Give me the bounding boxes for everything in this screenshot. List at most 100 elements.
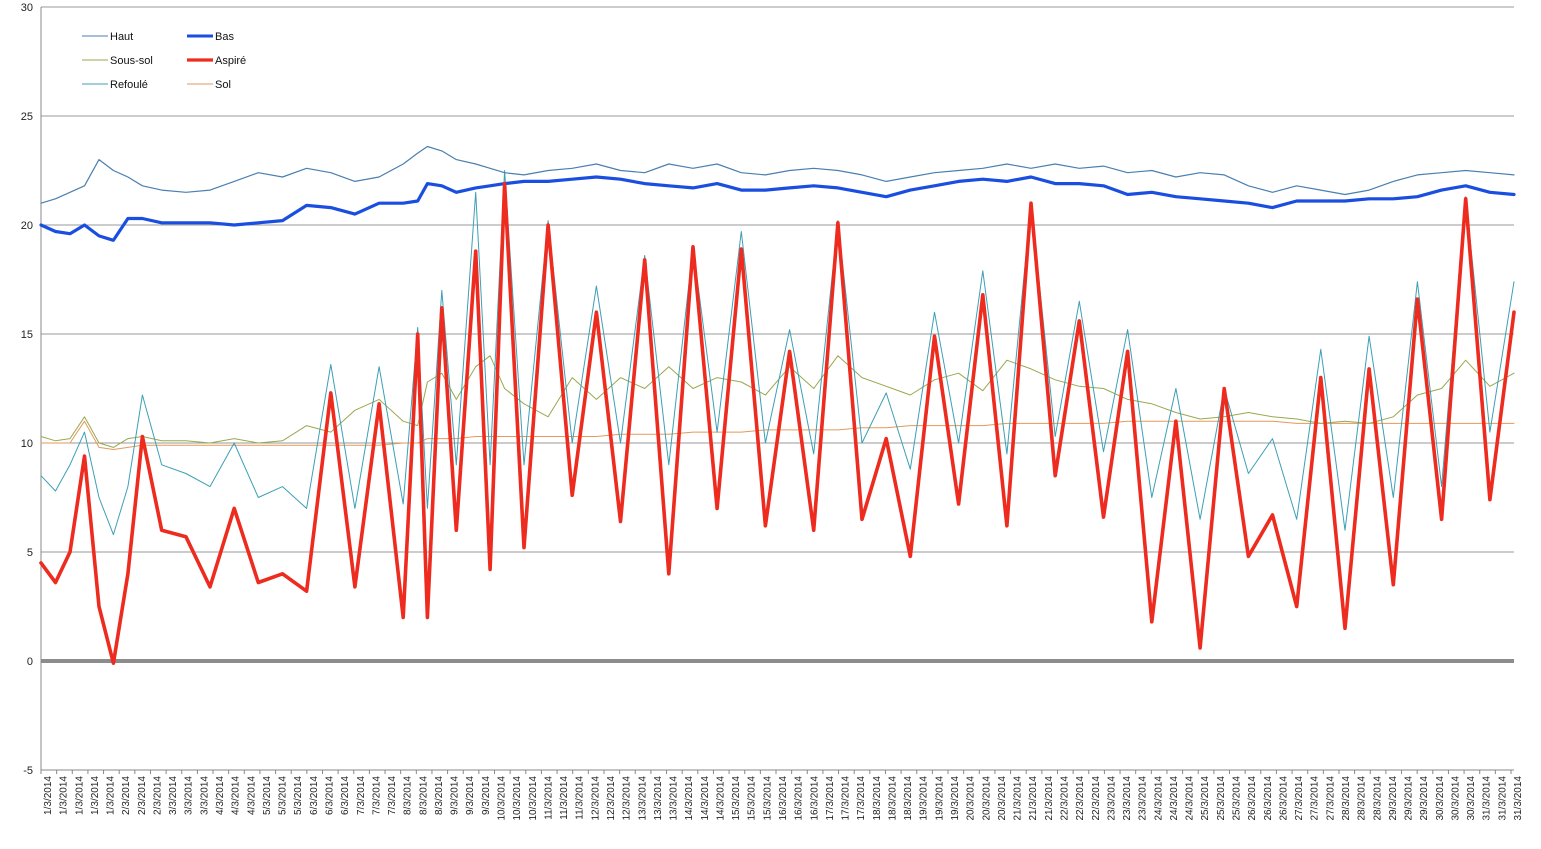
x-tick-label: 11/3/2014 [559,776,570,820]
x-tick-label: 7/3/2014 [371,776,382,815]
x-tick-label: 12/3/2014 [606,776,617,821]
legend-label: Sol [215,79,231,91]
legend: Haut Bas Sous-sol Aspiré Refoulé Sol [82,31,246,91]
x-tick-label: 12/3/2014 [622,776,633,821]
x-tick-label: 4/3/2014 [215,776,226,815]
x-tick-label: 18/3/2014 [903,776,914,821]
x-tick-label: 9/3/2014 [465,776,476,815]
x-tick-label: 17/3/2014 [856,776,867,821]
series-line-bas [39,175,1516,242]
x-tick-label: 27/3/2014 [1310,776,1321,821]
x-tick-label: 8/3/2014 [418,776,429,815]
x-tick-label: 22/3/2014 [1075,776,1086,821]
x-tick-label: 20/3/2014 [997,776,1008,821]
x-tick-label: 1/3/2014 [74,776,85,815]
x-tick-label: 7/3/2014 [387,776,398,815]
x-tick-label: 8/3/2014 [403,776,414,815]
x-tick-label: 7/3/2014 [356,776,367,815]
x-tick-label: 25/3/2014 [1232,776,1243,821]
x-tick-label: 26/3/2014 [1263,776,1274,821]
x-tick-label: 15/3/2014 [731,776,742,821]
x-tick-label: 26/3/2014 [1278,776,1289,821]
x-tick-label: 29/3/2014 [1388,776,1399,821]
x-tick-label: 29/3/2014 [1419,776,1430,821]
x-tick-label: 23/3/2014 [1106,776,1117,821]
x-tick-label: 30/3/2014 [1435,776,1446,821]
x-tick-label: 16/3/2014 [794,776,805,821]
x-tick-label: 10/3/2014 [512,776,523,821]
x-tick-label: 27/3/2014 [1325,776,1336,821]
x-tick-label: 5/3/2014 [262,776,273,815]
x-tick-label: 14/3/2014 [715,776,726,821]
x-tick-label: 31/3/2014 [1482,776,1493,821]
grid-lines [41,6,1514,771]
y-tick-label: 0 [27,656,33,668]
x-tick-label: 21/3/2014 [1013,776,1024,821]
x-tick-label: 1/3/2014 [90,776,101,815]
y-tick-labels: -5 0 5 10 15 20 25 30 [21,2,33,777]
x-tick-label: 28/3/2014 [1372,776,1383,821]
x-tick-label: 22/3/2014 [1091,776,1102,821]
legend-label: Bas [215,31,234,43]
x-tick-label: 31/3/2014 [1513,776,1524,821]
legend-label: Aspiré [215,55,246,67]
x-tick-label: 8/3/2014 [434,776,445,815]
x-tick-label: 22/3/2014 [1059,776,1070,821]
y-tick-label: 15 [21,329,33,341]
x-tick-label: 24/3/2014 [1169,776,1180,821]
y-tick-label: 25 [21,111,33,123]
y-tick-label: 20 [21,220,33,232]
x-tick-label: 17/3/2014 [825,776,836,821]
x-tick-label: 18/3/2014 [887,776,898,821]
x-tick-label: 19/3/2014 [950,776,961,821]
x-tick-label: 15/3/2014 [747,776,758,821]
x-tick-label: 2/3/2014 [121,776,132,815]
x-tick-label: 6/3/2014 [340,776,351,815]
x-tick-label: 20/3/2014 [981,776,992,821]
x-tick-label: 10/3/2014 [528,776,539,821]
series-line-refoul- [40,170,1515,536]
x-tick-label: 13/3/2014 [653,776,664,821]
x-tick-label: 25/3/2014 [1200,776,1211,821]
x-tick-label: 21/3/2014 [1044,776,1055,821]
y-tick-label: -5 [23,765,33,777]
series-line-sol [40,420,1515,450]
x-tick-label: 14/3/2014 [700,776,711,821]
x-tick-label: 29/3/2014 [1404,776,1415,821]
x-tick-label: 4/3/2014 [231,776,242,815]
x-tick-label: 18/3/2014 [872,776,883,821]
x-tick-label: 3/3/2014 [199,776,210,815]
x-tick-label: 9/3/2014 [481,776,492,815]
x-tick-label: 3/3/2014 [184,776,195,815]
x-tick-label: 16/3/2014 [778,776,789,821]
x-tick-label: 13/3/2014 [637,776,648,821]
x-tick-label: 23/3/2014 [1138,776,1149,821]
x-tick-label: 13/3/2014 [669,776,680,821]
y-tick-label: 5 [27,547,33,559]
x-tick-label: 25/3/2014 [1216,776,1227,821]
x-tick-label: 1/3/2014 [43,776,54,815]
x-tick-label: 14/3/2014 [684,776,695,821]
x-tick-label: 19/3/2014 [934,776,945,821]
y-tick-label: 30 [21,2,33,14]
x-tick-label: 6/3/2014 [324,776,335,815]
x-tick-label: 6/3/2014 [309,776,320,815]
axes [40,7,1514,771]
x-tick-label: 27/3/2014 [1294,776,1305,821]
x-tick-label: 26/3/2014 [1247,776,1258,821]
x-tick-label: 10/3/2014 [497,776,508,821]
y-tick-label: 10 [21,438,33,450]
x-tick-label: 4/3/2014 [246,776,257,815]
series-lines [39,145,1516,666]
legend-label: Sous-sol [110,55,153,67]
legend-label: Refoulé [110,79,148,91]
x-tick-label: 23/3/2014 [1122,776,1133,821]
x-tick-label: 11/3/2014 [575,776,586,820]
x-tick-label: 9/3/2014 [450,776,461,815]
x-tick-label: 15/3/2014 [762,776,773,821]
x-tick-label: 12/3/2014 [590,776,601,821]
series-line-aspir- [39,181,1516,666]
x-tick-label: 19/3/2014 [919,776,930,821]
x-tick-label: 28/3/2014 [1341,776,1352,821]
